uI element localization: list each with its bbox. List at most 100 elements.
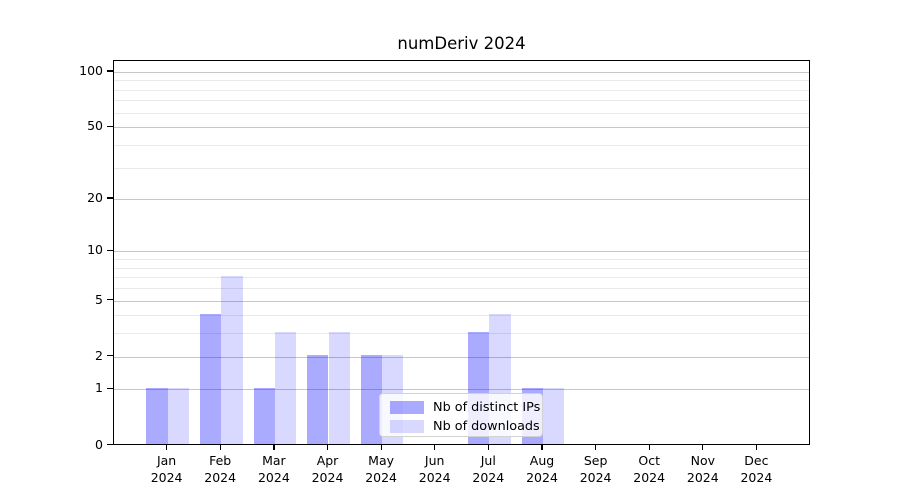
x-tick-mark-jun [434, 444, 436, 450]
x-tick-mark-nov [702, 444, 704, 450]
y-tick-mark-20 [107, 197, 113, 199]
y-tick-mark-5 [107, 298, 113, 301]
x-tick-mark-oct [648, 444, 650, 450]
legend-row-distinct-ips: Nb of distinct IPs [380, 399, 542, 416]
y-gridline-minor-30 [114, 167, 809, 169]
x-tick-label-jul: Jul 2024 [456, 452, 520, 486]
x-tick-label-month: Apr [316, 452, 339, 468]
y-tick-label-1: 1 [95, 380, 103, 396]
y-gridline-minor-80 [114, 89, 809, 91]
y-gridline-minor-70 [114, 100, 809, 102]
bar-downloads-mar [274, 331, 297, 444]
bar-distinct-ips-mar [253, 387, 275, 444]
x-tick-label-mar: Mar 2024 [242, 452, 306, 486]
bar-distinct-ips-may [360, 355, 383, 444]
legend-row-downloads: Nb of downloads [380, 418, 542, 435]
x-tick-label-month: Sep [583, 452, 608, 468]
legend-swatch-distinct-ips [390, 401, 424, 414]
y-gridline-major-20 [114, 199, 809, 200]
x-tick-mark-mar [273, 444, 275, 450]
bar-downloads-jan [167, 387, 189, 444]
y-tick-label-100: 100 [79, 62, 103, 78]
x-tick-label-month: Mar [262, 452, 286, 468]
x-tick-mark-sep [595, 444, 597, 450]
x-tick-label-year: 2024 [365, 469, 397, 485]
x-tick-label-year: 2024 [418, 469, 451, 485]
y-tick-label-2: 2 [95, 347, 103, 363]
y-tick-mark-50 [107, 125, 113, 127]
y-tick-label-0: 0 [95, 436, 103, 452]
y-gridline-minor-3 [114, 333, 809, 335]
x-tick-label-aug: Aug 2024 [510, 452, 574, 486]
y-gridline-major-100 [114, 71, 809, 73]
x-tick-label-year: 2024 [686, 469, 719, 485]
x-tick-label-year: 2024 [311, 469, 344, 485]
x-tick-label-month: Dec [744, 452, 769, 468]
plot-area [113, 60, 810, 445]
y-gridline-minor-90 [114, 80, 809, 82]
y-tick-label-5: 5 [95, 291, 103, 307]
x-tick-label-year: 2024 [150, 469, 183, 485]
bar-distinct-ips-feb [199, 313, 222, 444]
bar-downloads-aug [543, 387, 565, 444]
x-tick-mark-jul [487, 444, 489, 450]
x-tick-label-feb: Feb 2024 [188, 452, 252, 486]
y-gridline-minor-60 [114, 112, 809, 114]
y-tick-mark-1 [107, 387, 113, 390]
x-tick-mark-feb [219, 444, 221, 450]
x-tick-label-dec: Dec 2024 [724, 452, 788, 486]
x-tick-mark-aug [541, 444, 543, 450]
x-tick-label-nov: Nov 2024 [671, 452, 735, 486]
y-gridline-minor-40 [114, 144, 809, 146]
x-tick-label-month: Oct [638, 452, 660, 468]
x-tick-label-year: 2024 [579, 469, 612, 485]
x-tick-mark-dec [755, 444, 758, 450]
y-tick-mark-0 [107, 443, 113, 446]
legend-label-distinct-ips: Nb of distinct IPs [433, 400, 541, 415]
y-gridline-major-1 [114, 389, 809, 391]
x-tick-label-month: Feb [209, 452, 232, 468]
x-tick-label-year: 2024 [204, 469, 237, 485]
x-tick-label-may: May 2024 [349, 452, 413, 486]
x-tick-label-month: Jul [480, 452, 496, 468]
legend-swatch-downloads [390, 420, 424, 433]
y-gridline-minor-8 [114, 267, 809, 269]
x-tick-label-month: Nov [690, 452, 715, 468]
x-tick-label-oct: Oct 2024 [617, 452, 681, 486]
y-gridline-minor-7 [114, 277, 809, 279]
y-gridline-major-5 [114, 300, 809, 302]
bar-downloads-apr [328, 331, 350, 444]
x-tick-label-month: May [368, 452, 395, 468]
x-tick-mark-apr [326, 444, 329, 450]
x-tick-label-year: 2024 [740, 469, 773, 485]
y-tick-mark-2 [107, 355, 113, 357]
x-tick-label-sep: Sep 2024 [564, 452, 628, 486]
y-gridline-major-2 [114, 356, 809, 358]
y-gridline-major-50 [114, 127, 809, 129]
legend: Nb of distinct IPs Nb of downloads [379, 393, 543, 437]
y-gridline-minor-4 [114, 315, 809, 317]
y-gridline-minor-9 [114, 259, 809, 261]
x-tick-label-jun: Jun 2024 [403, 452, 467, 486]
x-tick-label-jan: Jan 2024 [135, 452, 199, 486]
y-tick-label-20: 20 [87, 190, 103, 205]
x-tick-label-month: Aug [529, 452, 555, 468]
x-tick-label-month: Jun [424, 452, 445, 468]
y-tick-label-10: 10 [87, 242, 103, 258]
y-tick-label-50: 50 [87, 118, 103, 134]
y-gridline-major-10 [114, 251, 809, 253]
x-tick-label-apr: Apr 2024 [296, 452, 360, 486]
legend-label-downloads: Nb of downloads [433, 419, 540, 434]
x-tick-label-year: 2024 [472, 469, 505, 485]
y-tick-mark-100 [107, 70, 113, 72]
y-gridline-minor-6 [114, 288, 809, 289]
x-tick-label-year: 2024 [257, 469, 290, 485]
x-tick-label-month: Jan [156, 452, 177, 468]
x-tick-label-year: 2024 [633, 469, 666, 485]
chart-title: numDeriv 2024 [397, 34, 526, 53]
bar-distinct-ips-apr [307, 355, 329, 444]
bar-distinct-ips-jan [146, 387, 168, 444]
x-tick-mark-may [380, 444, 382, 450]
x-tick-label-year: 2024 [526, 469, 558, 485]
